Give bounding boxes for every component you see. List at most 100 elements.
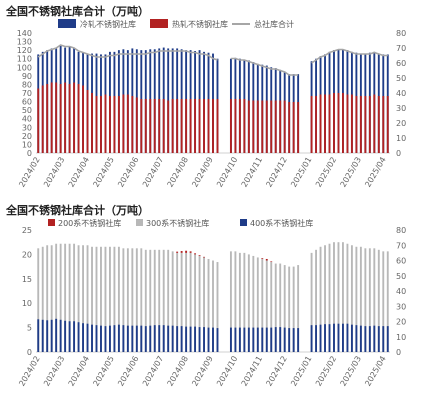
- y-left-tick-label: 100: [17, 63, 32, 72]
- bar-hot-rolled: [46, 84, 49, 153]
- legend-label: 总社库合计: [254, 19, 294, 29]
- bar-hot-rolled: [270, 100, 273, 153]
- bar-200-series: [100, 325, 102, 352]
- y-left-tick-label: 0: [27, 149, 32, 158]
- bar-hot-rolled: [82, 85, 84, 153]
- bar-200-series: [131, 325, 134, 352]
- bar-400-series-top: [185, 250, 188, 253]
- bar-hot-rolled: [265, 100, 268, 153]
- bar-hot-rolled: [346, 94, 349, 153]
- y-right-tick-label: 30: [396, 302, 406, 311]
- x-tick-label: 2024/03: [42, 355, 66, 388]
- bar-200-series: [342, 323, 344, 352]
- bar-300-series: [59, 243, 62, 352]
- bar-300-series: [373, 248, 376, 352]
- bar-hot-rolled: [274, 100, 277, 153]
- bar-200-series: [203, 327, 205, 352]
- bar-200-series: [288, 328, 291, 352]
- y-left-tick-label: 0: [27, 348, 32, 357]
- bar-hot-rolled: [386, 96, 389, 153]
- bar-300-series: [198, 255, 201, 352]
- bar-hot-rolled: [337, 93, 340, 153]
- bar-200-series: [95, 325, 98, 352]
- y-right-tick-label: 60: [396, 257, 406, 266]
- bar-300-series: [108, 246, 111, 352]
- bar-300-series: [117, 246, 120, 352]
- bar-200-series: [140, 325, 143, 352]
- bar-hot-rolled: [283, 100, 286, 153]
- bar-200-series: [256, 327, 259, 352]
- y-left-tick-label: 80: [22, 80, 32, 89]
- bar-200-series: [364, 326, 367, 352]
- bar-300-series: [310, 252, 313, 352]
- bar-300-series: [350, 245, 353, 352]
- x-tick-label: 2024/04: [67, 355, 91, 388]
- bar-hot-rolled: [252, 100, 255, 153]
- y-left-tick-label: 40: [22, 115, 32, 124]
- bar-300-series: [41, 246, 44, 352]
- bar-200-series: [333, 323, 335, 352]
- bar-hot-rolled: [203, 99, 205, 153]
- bar-hot-rolled: [198, 99, 201, 153]
- x-tick-label: 2024/09: [190, 355, 214, 388]
- bar-300-series: [256, 257, 259, 352]
- bar-300-series: [292, 266, 295, 352]
- legend-swatch-bar: [240, 219, 247, 226]
- x-tick-label: 2024/07: [141, 355, 165, 388]
- x-tick-label: 2024/09: [190, 156, 214, 189]
- bar-hot-rolled: [55, 82, 58, 153]
- bar-hot-rolled: [373, 94, 376, 153]
- bar-200-series: [279, 327, 282, 352]
- bar-hot-rolled: [86, 90, 89, 153]
- bar-200-series: [46, 320, 49, 352]
- bar-200-series: [68, 321, 71, 352]
- bar-300-series: [153, 249, 156, 352]
- bar-300-series: [135, 248, 138, 352]
- bar-300-series: [216, 262, 219, 352]
- bar-300-series: [243, 252, 246, 352]
- chart-title-1: 全国不锈钢社库合计（万吨）: [6, 5, 149, 18]
- y-right-tick-label: 20: [396, 318, 406, 327]
- bar-300-series: [319, 246, 322, 352]
- bar-200-series: [37, 319, 40, 352]
- bar-200-series: [91, 324, 93, 352]
- bar-200-series: [355, 325, 358, 352]
- y-right-tick-label: 10: [396, 134, 406, 143]
- bar-hot-rolled: [355, 96, 358, 153]
- legend-label: 冷轧不锈钢社库: [80, 19, 136, 29]
- x-tick-label: 2024/02: [17, 156, 41, 189]
- y-right-tick-label: 50: [396, 272, 406, 281]
- bar-hot-rolled: [288, 102, 291, 153]
- y-left-tick-label: 70: [22, 89, 32, 98]
- bar-300-series: [104, 246, 107, 352]
- bar-200-series: [247, 327, 250, 352]
- bar-200-series: [382, 326, 385, 352]
- legend-swatch-bar: [136, 219, 143, 226]
- bar-hot-rolled: [108, 96, 111, 153]
- bar-300-series: [189, 252, 192, 352]
- bar-300-series: [86, 245, 89, 352]
- bar-300-series: [229, 251, 232, 352]
- bar-400-series-top: [265, 258, 268, 261]
- bar-300-series: [64, 243, 67, 352]
- bar-300-series: [324, 245, 326, 352]
- bar-hot-rolled: [243, 99, 246, 153]
- bar-300-series: [252, 255, 255, 352]
- bar-300-series: [261, 258, 264, 352]
- legend-label: 300系不锈钢社库: [146, 218, 209, 228]
- y-right-tick-label: 40: [396, 89, 406, 98]
- bar-200-series: [310, 325, 313, 352]
- bar-400-series-top: [180, 251, 183, 253]
- bar-300-series: [382, 251, 385, 352]
- x-tick-label: 2025/04: [363, 355, 387, 388]
- bar-200-series: [337, 323, 340, 352]
- bar-300-series: [185, 252, 188, 352]
- x-tick-label: 2025/02: [314, 156, 338, 189]
- bar-hot-rolled: [333, 93, 335, 153]
- bar-200-series: [198, 327, 201, 352]
- bar-300-series: [212, 260, 214, 352]
- y-right-tick-label: 80: [396, 29, 406, 38]
- bar-200-series: [207, 327, 210, 352]
- bar-300-series: [149, 249, 152, 352]
- bar-300-series: [297, 265, 300, 352]
